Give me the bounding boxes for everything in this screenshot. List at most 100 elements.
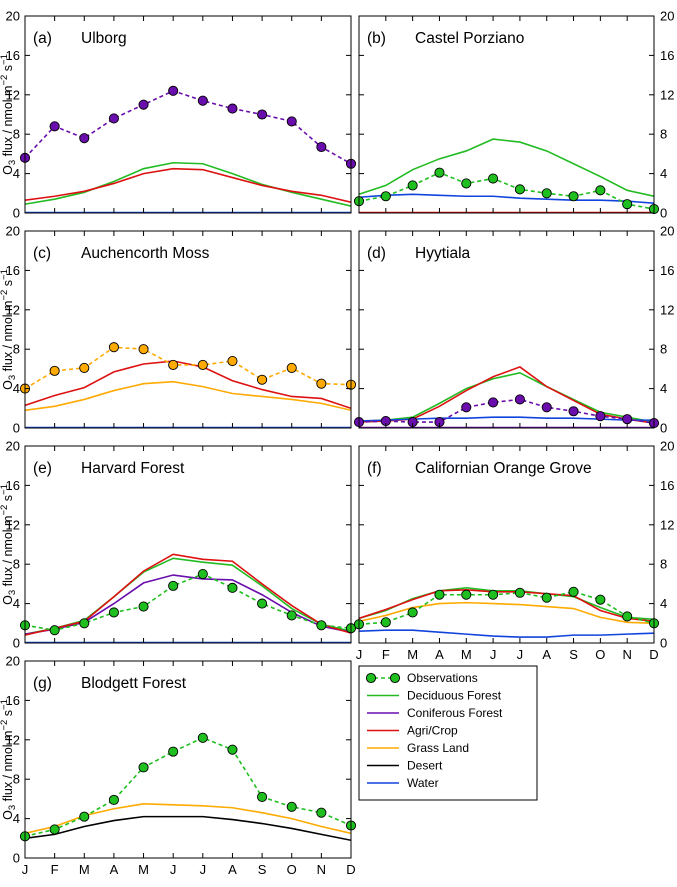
y-tick-label: 12 <box>660 517 674 532</box>
plot-area <box>25 736 351 842</box>
observation-point <box>79 811 90 822</box>
y-tick-label: 12 <box>660 302 674 317</box>
observation-point <box>622 611 633 622</box>
y-tick-label: 0 <box>660 421 667 436</box>
axes-frame <box>24 660 352 859</box>
panel-title: Harvard Forest <box>81 460 185 477</box>
y-tick-label: 16 <box>660 478 674 493</box>
axes-frame <box>358 445 655 644</box>
legend-label: Coniferous Forest <box>407 706 503 720</box>
panel-letter: (c) <box>33 245 51 262</box>
series-line-water <box>359 193 654 204</box>
observation-point <box>257 598 268 609</box>
observation-point <box>595 411 606 422</box>
panel-letter: (g) <box>33 675 52 692</box>
observation-point <box>49 365 60 376</box>
y-tick-label: 12 <box>6 732 20 747</box>
panel-letter: (b) <box>367 30 386 47</box>
observation-point <box>407 180 418 191</box>
observation-point <box>541 402 552 413</box>
x-tick-label: N <box>622 647 631 662</box>
observation-point <box>138 601 149 612</box>
y-axis-label: O3 flux / nmol m−2 s−1 <box>0 269 18 390</box>
legend-label: Grass Land <box>407 741 469 755</box>
y-axis-label: O3 flux / nmol m−2 s−1 <box>0 699 18 820</box>
x-tick-label: F <box>51 862 59 877</box>
observation-point <box>257 109 268 120</box>
observation-point <box>168 746 179 757</box>
y-tick-label: 4 <box>13 381 20 396</box>
x-tick-label: M <box>138 862 149 877</box>
y-tick-label: 8 <box>13 772 20 787</box>
y-tick-label: 0 <box>13 636 20 651</box>
x-tick-label: A <box>542 647 551 662</box>
axes-frame <box>358 15 655 214</box>
panel-castel-porziano: 0 4 8 12 16 20 (b) Castel Porziano <box>353 9 674 221</box>
x-tick-label: A <box>228 862 237 877</box>
axes-frame <box>24 230 352 429</box>
y-axis-label: O3 flux / nmol m−2 s−1 <box>0 54 18 175</box>
observation-point <box>541 592 552 603</box>
observation-point <box>108 794 119 805</box>
legend-label: Deciduous Forest <box>407 689 502 703</box>
legend-item-deciduous-forest: Deciduous Forest <box>367 689 502 703</box>
y-tick-label: 12 <box>6 302 20 317</box>
series-line-agri-crop <box>25 167 351 203</box>
axes-frame <box>24 445 352 644</box>
y-tick-label: 20 <box>660 224 674 239</box>
x-tick-label: J <box>490 647 497 662</box>
observation-point <box>108 342 119 353</box>
observation-point <box>595 185 606 196</box>
series-line-deciduous-forest <box>359 371 654 423</box>
x-tick-label: J <box>517 647 524 662</box>
observation-point <box>514 394 525 405</box>
observation-point <box>197 359 208 371</box>
observation-point <box>488 589 499 600</box>
observation-point <box>138 344 149 355</box>
y-tick-label: 4 <box>13 596 20 611</box>
y-tick-label: 12 <box>6 87 20 102</box>
panel-letter: (d) <box>367 245 386 262</box>
observations-line <box>25 90 351 165</box>
observation-point <box>168 85 179 96</box>
observation-point <box>568 191 579 202</box>
observation-point <box>514 184 525 195</box>
observation-point <box>49 625 60 636</box>
axes-frame <box>358 230 655 429</box>
observation-point <box>622 414 633 425</box>
panel-ulborg: 0 4 8 12 16 20 (a) Ulborg O3 flux / nmol m−2 s−1 <box>0 9 357 221</box>
x-tick-label: A <box>435 647 444 662</box>
panel-title: Blodgett Forest <box>81 675 187 692</box>
plot-area <box>25 90 351 213</box>
observation-point <box>380 617 391 628</box>
legend-label: Observations <box>407 671 478 685</box>
observation-point <box>79 133 90 144</box>
observation-point <box>461 589 472 600</box>
y-tick-label: 4 <box>660 596 667 611</box>
observation-point <box>434 589 445 600</box>
series-line-deciduous-forest <box>25 161 351 207</box>
series-line-grass-land <box>25 380 351 412</box>
observation-point <box>197 569 208 580</box>
series-line-agri-crop <box>25 360 351 410</box>
legend-frame <box>358 665 538 801</box>
observation-point <box>49 824 60 835</box>
y-tick-label: 0 <box>660 636 667 651</box>
observation-point <box>168 359 179 371</box>
panel-blodgett-forest: 0 4 8 12 16 20 J F M A M J J A S O N D (g) Blodgett Forest O… <box>0 654 357 877</box>
observation-point <box>49 121 60 132</box>
panel-title: Ulborg <box>81 30 127 47</box>
panel-harvard-forest: 0 4 8 12 16 20 (e) Harvard Forest O3 flux / nmol… <box>0 439 357 651</box>
x-tick-label: O <box>595 647 605 662</box>
observation-point <box>541 188 552 199</box>
plot-area <box>359 587 654 638</box>
observation-point <box>461 178 472 189</box>
x-tick-label: M <box>407 647 418 662</box>
x-tick-label: S <box>258 862 267 877</box>
y-tick-label: 20 <box>6 654 20 669</box>
observation-point <box>197 732 208 743</box>
y-tick-label: 0 <box>660 206 667 221</box>
legend-label: Agri/Crop <box>407 724 458 738</box>
observation-point <box>138 762 149 773</box>
